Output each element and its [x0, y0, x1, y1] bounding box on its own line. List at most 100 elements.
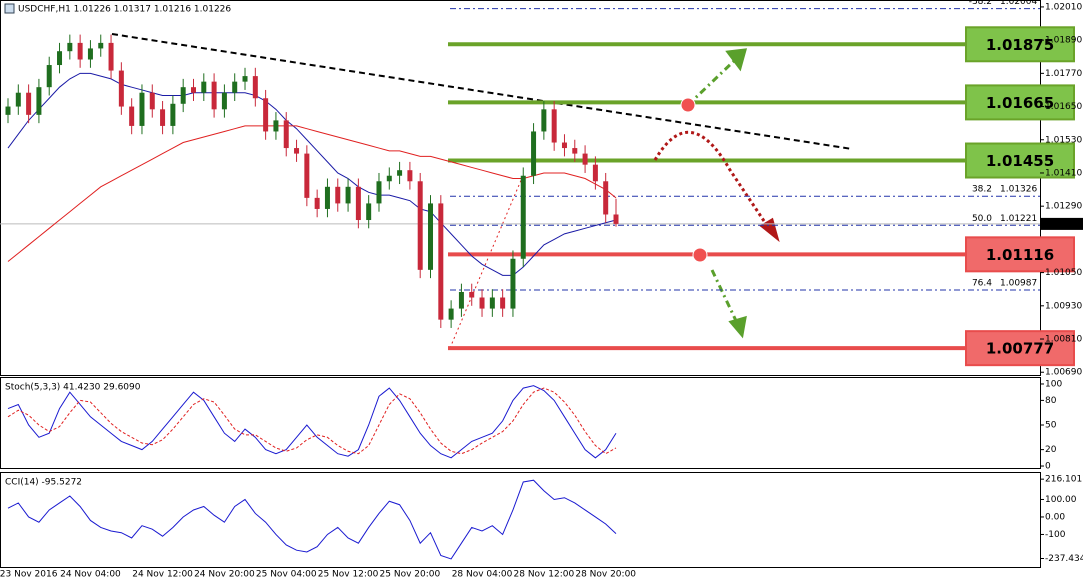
x-tick-label: 24 Nov 20:00	[194, 570, 255, 580]
fib-price: 1.01221	[1000, 214, 1037, 224]
candle-body	[469, 291, 475, 298]
y-tick-label: 1.00690	[1045, 368, 1082, 378]
current-price-box	[1040, 217, 1083, 230]
level-box	[965, 26, 1075, 63]
level-box	[965, 142, 1075, 179]
y-tick-label: -100	[1045, 530, 1066, 540]
main-frame	[0, 0, 1041, 376]
candle-body	[603, 181, 609, 215]
indicator-line	[7, 479, 617, 560]
candle-body	[252, 76, 258, 99]
indicator-line	[7, 385, 617, 459]
cci-frame	[0, 472, 1041, 568]
moving-average	[7, 125, 617, 262]
indicator-line	[7, 387, 617, 455]
y-tick-label: 50	[1045, 421, 1057, 431]
candle-body	[582, 153, 588, 165]
candle-body	[201, 81, 207, 93]
fib-price: 1.00987	[1000, 279, 1037, 289]
candle-body	[5, 106, 11, 115]
candle-body	[386, 175, 392, 182]
candle-body	[67, 42, 73, 52]
panel-frames	[0, 0, 1041, 568]
header: USDCHF,H1 1.01226 1.01317 1.01216 1.0122…	[18, 5, 231, 15]
candle-body	[613, 214, 619, 224]
fib-price: 1.02004	[1000, 0, 1037, 7]
candle-body	[26, 92, 32, 115]
y-tick-label: 20	[1045, 445, 1057, 455]
candle-body	[232, 81, 238, 93]
panel-title: Stoch(5,3,3) 41.4230 29.6090	[5, 383, 141, 393]
candle-body	[98, 42, 104, 49]
candle-body	[510, 258, 516, 309]
fib-anchor-line	[449, 177, 523, 349]
candle-body	[458, 291, 464, 309]
level-box	[965, 84, 1075, 121]
level-label: 1.01116	[986, 246, 1054, 264]
candle-body	[304, 153, 310, 198]
candle-body	[36, 87, 42, 115]
candle-body	[417, 181, 423, 270]
candle-body	[500, 297, 506, 309]
fib-level: 38.2	[972, 185, 992, 195]
y-tick-label: 1.02010	[1045, 2, 1082, 12]
candle-body	[479, 297, 485, 309]
candle-body	[15, 92, 21, 107]
candle-body	[366, 203, 372, 221]
candle-body	[118, 70, 124, 107]
candle-body	[87, 48, 93, 60]
level-box	[965, 236, 1075, 273]
candle-body	[108, 42, 114, 71]
candle-body	[489, 297, 495, 309]
level-box	[965, 330, 1075, 367]
arrow-up	[686, 58, 737, 107]
candle-body	[129, 106, 135, 126]
level-label: 1.01875	[986, 36, 1054, 54]
candle-body	[376, 181, 382, 204]
candle-body	[345, 186, 351, 204]
candle-body	[551, 109, 557, 143]
candle-body	[139, 92, 145, 126]
candle-body	[211, 81, 217, 110]
candle-body	[294, 148, 300, 154]
arrow-head	[759, 217, 780, 243]
candle-body	[448, 308, 454, 320]
candle-body	[324, 186, 330, 209]
y-tick-label: 1.01530	[1045, 135, 1082, 145]
x-tick-label: 25 Nov 12:00	[318, 570, 379, 580]
current-price-label: 1.01226	[1044, 219, 1081, 229]
candle-body	[314, 197, 320, 209]
candle-body	[190, 87, 196, 93]
x-tick-label: 28 Nov 04:00	[452, 570, 513, 580]
y-tick-label: 1.01770	[1045, 69, 1082, 79]
arrow-down	[653, 131, 772, 231]
y-tick-label: 1.00810	[1045, 335, 1082, 345]
y-tick-label: 0	[1045, 462, 1051, 472]
y-tick-label: 80	[1045, 396, 1057, 406]
trendline	[111, 33, 853, 150]
fib-level: 76.4	[972, 279, 992, 289]
candle-body	[428, 203, 434, 270]
x-tick-label: 28 Nov 20:00	[575, 570, 636, 580]
level-label: 1.00777	[986, 340, 1054, 358]
y-tick-label: 1.01650	[1045, 102, 1082, 112]
candle-body	[242, 76, 248, 82]
y-tick-label: 100	[1045, 379, 1062, 389]
level-label: 1.01665	[986, 94, 1054, 112]
candle-body	[77, 42, 83, 60]
arrow-head	[725, 48, 748, 72]
burst	[692, 247, 708, 263]
candle-body	[531, 131, 537, 176]
candle-body	[438, 203, 444, 320]
candle-body	[561, 142, 567, 149]
candle-body	[46, 65, 52, 88]
candle-body	[170, 103, 176, 126]
candle-body	[335, 186, 341, 204]
level-label: 1.01455	[986, 152, 1054, 170]
y-tick-label: 1.00930	[1045, 301, 1082, 311]
symbol-icon	[4, 3, 15, 14]
candle-body	[520, 175, 526, 259]
y-tick-label: 0.00	[1045, 512, 1065, 522]
